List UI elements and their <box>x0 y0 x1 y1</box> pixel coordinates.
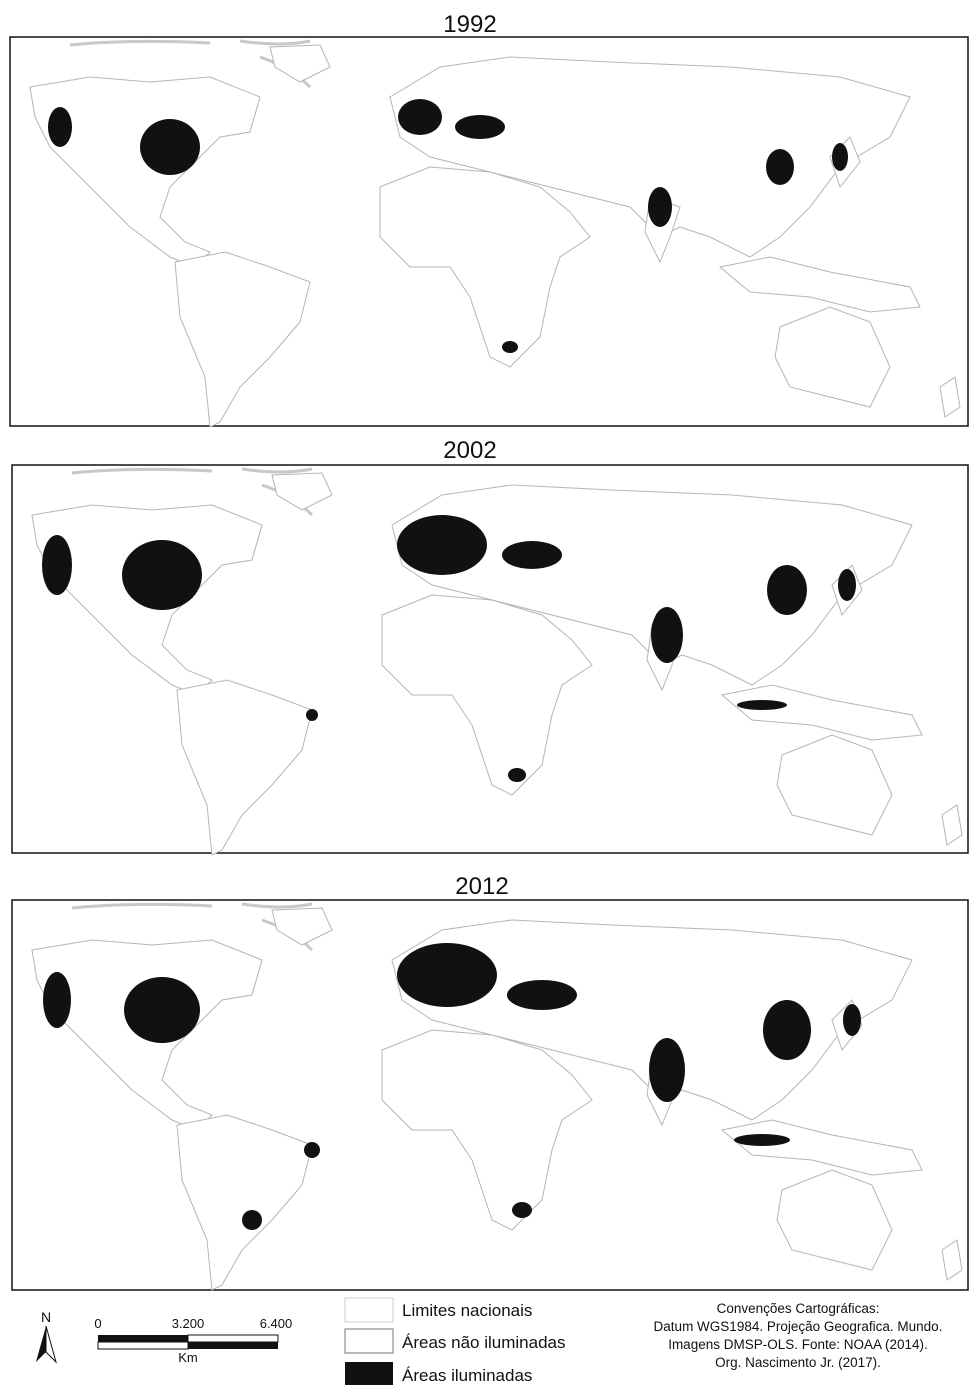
map-title: 2012 <box>455 873 508 900</box>
legend: Limites nacionais Áreas não iluminadas Á… <box>345 1298 565 1385</box>
credit-line: Convenções Cartográficas: <box>717 1301 880 1316</box>
map-title: 2002 <box>443 437 496 464</box>
legend-label: Áreas não iluminadas <box>402 1333 565 1352</box>
legend-swatch <box>345 1362 393 1385</box>
legend-swatch <box>345 1298 393 1322</box>
scale-label: 6.400 <box>260 1316 293 1331</box>
page: 1992 2002 2012 N 0 3.200 6.400 Km Limite… <box>0 0 970 1385</box>
credits: Convenções Cartográficas: Datum WGS1984.… <box>654 1301 943 1370</box>
scale-unit: Km <box>178 1350 198 1365</box>
map-2002 <box>12 465 968 855</box>
north-label: N <box>41 1309 51 1325</box>
map-title: 1992 <box>443 11 496 38</box>
scale-label: 3.200 <box>172 1316 205 1331</box>
map-2012 <box>12 900 968 1290</box>
map-1992 <box>10 37 968 427</box>
credit-line: Imagens DMSP-OLS. Fonte: NOAA (2014). <box>668 1337 928 1352</box>
legend-label: Áreas iluminadas <box>402 1366 532 1385</box>
legend-label: Limites nacionais <box>402 1301 532 1320</box>
credit-line: Org. Nascimento Jr. (2017). <box>715 1355 881 1370</box>
north-arrow: N <box>36 1309 56 1362</box>
scale-label: 0 <box>94 1316 101 1331</box>
credit-line: Datum WGS1984. Projeção Geografica. Mund… <box>654 1319 943 1334</box>
scale-bar: 0 3.200 6.400 Km <box>94 1316 292 1365</box>
legend-swatch <box>345 1329 393 1353</box>
